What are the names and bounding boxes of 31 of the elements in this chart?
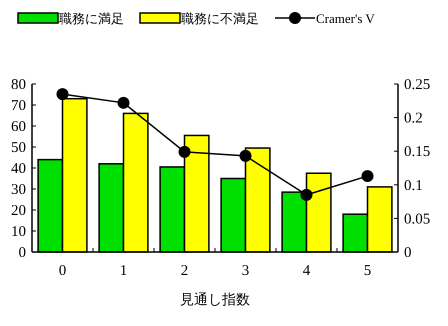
legend-label: 職務に不満足 bbox=[181, 11, 259, 26]
y-tick-label: 60 bbox=[11, 119, 26, 135]
y2-tick-label: 0.05 bbox=[404, 211, 430, 228]
y-tick-label: 40 bbox=[11, 161, 26, 177]
legend-label: Cramer's V bbox=[316, 11, 376, 26]
y2-tick-label: 0.1 bbox=[404, 178, 423, 194]
point bbox=[362, 170, 374, 182]
x-tick-label: 5 bbox=[364, 263, 372, 279]
x-tick-label: 4 bbox=[302, 263, 311, 279]
y-tick-label: 0 bbox=[18, 245, 26, 261]
point bbox=[178, 146, 190, 158]
point bbox=[56, 88, 68, 100]
point bbox=[118, 96, 130, 109]
legend-label: 職務に満足 bbox=[59, 11, 124, 26]
y-tick-label: 70 bbox=[11, 98, 26, 114]
x-axis-title: 見通し指数 bbox=[180, 292, 250, 308]
point bbox=[300, 188, 312, 201]
y2-tick-label: 0.25 bbox=[404, 77, 430, 93]
x-tick-label: 0 bbox=[58, 263, 66, 279]
x-tick-label: 3 bbox=[242, 263, 250, 279]
x-tick-label: 1 bbox=[120, 263, 128, 279]
y2-tick-label: 0.2 bbox=[404, 110, 423, 127]
y-tick-label: 50 bbox=[11, 140, 26, 156]
y2-tick-label: 0 bbox=[404, 245, 412, 261]
x-tick-label: 2 bbox=[180, 263, 188, 279]
y-tick-label: 20 bbox=[11, 203, 26, 219]
y-tick-label: 30 bbox=[11, 182, 26, 198]
y-tick-label: 80 bbox=[11, 77, 26, 93]
y2-tick-label: 0.15 bbox=[404, 144, 430, 160]
y-tick-label: 10 bbox=[11, 224, 26, 240]
point bbox=[240, 150, 252, 162]
